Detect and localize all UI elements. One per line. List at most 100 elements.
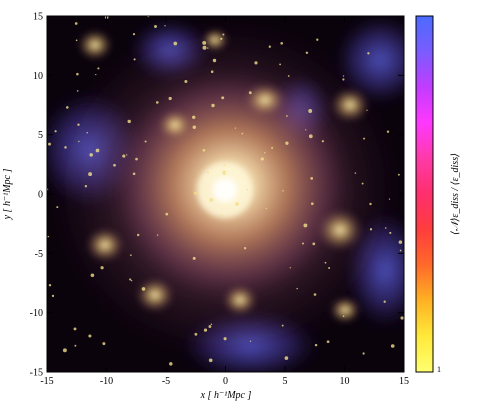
y-tick-label: 10 [33, 71, 43, 82]
speckle [310, 202, 314, 206]
speckle [126, 154, 128, 156]
speckle [192, 115, 196, 119]
simulation-map-image [47, 16, 404, 372]
speckle [296, 287, 298, 290]
speckle [221, 96, 225, 100]
y-tick-label: -5 [35, 249, 43, 260]
speckle [75, 39, 78, 42]
speckle [193, 191, 197, 195]
speckle [129, 278, 132, 281]
speckle [173, 41, 178, 46]
speckle [76, 72, 79, 76]
speckle [223, 337, 227, 341]
x-tick-label: 0 [223, 376, 228, 387]
speckle [132, 172, 136, 176]
speckle [384, 227, 387, 229]
speckle [203, 328, 208, 332]
colorbar [415, 15, 434, 373]
speckle [127, 119, 131, 124]
speckle [155, 101, 159, 104]
speckle [285, 141, 289, 145]
speckle [280, 42, 284, 45]
speckle [265, 207, 267, 210]
y-tick-label: 15 [33, 12, 43, 23]
speckle [289, 267, 291, 269]
speckle [249, 340, 252, 342]
speckle [102, 342, 106, 346]
speckle [388, 198, 391, 200]
speckle [202, 40, 207, 45]
speckle [223, 172, 226, 176]
speckle [308, 109, 313, 113]
y-tick-label: -10 [30, 308, 43, 319]
speckle [314, 343, 318, 347]
speckle [243, 247, 247, 250]
speckle [74, 344, 77, 347]
speckle [132, 33, 136, 36]
speckle [303, 223, 308, 228]
speckle [220, 37, 223, 40]
speckle [48, 283, 52, 287]
speckle [399, 249, 402, 252]
colorbar-label: ⟨𝒩⟩ε_diss / ⟨ε_diss⟩ [450, 153, 461, 235]
speckle [95, 74, 97, 76]
speckle [235, 202, 240, 206]
speckle [302, 242, 304, 245]
speckle [48, 142, 51, 146]
x-axis-label: x [ h⁻¹Mpc ] [200, 390, 252, 401]
speckle [211, 103, 215, 108]
speckle [362, 352, 365, 355]
x-axis-ticks: -15 -10 -5 0 5 10 15 [40, 16, 409, 387]
speckle [324, 261, 327, 264]
speckle [169, 362, 173, 366]
speckle [194, 332, 198, 336]
x-tick-label: -15 [40, 376, 53, 387]
speckle [212, 58, 217, 63]
speckle [264, 152, 266, 154]
speckle [122, 154, 126, 158]
speckle [141, 287, 146, 291]
speckle [268, 45, 271, 48]
speckle [207, 47, 209, 49]
y-axis-ticks: -15 -10 -5 0 5 10 15 [30, 12, 404, 379]
speckle [281, 324, 284, 327]
speckle [62, 348, 67, 353]
speckle [221, 214, 223, 217]
speckle [234, 127, 237, 129]
speckle [184, 79, 188, 84]
speckle [84, 185, 88, 188]
speckle [78, 140, 80, 143]
speckle [342, 78, 345, 81]
speckle [321, 140, 324, 143]
speckle [90, 273, 95, 278]
speckle [389, 231, 392, 234]
speckle [66, 106, 69, 109]
speckle [397, 173, 400, 176]
speckle [47, 235, 50, 238]
speckle [54, 130, 57, 133]
speckle [284, 356, 289, 360]
speckle [208, 358, 213, 363]
speckle [246, 188, 248, 191]
speckle [88, 334, 92, 338]
speckle [361, 182, 364, 185]
speckle [305, 129, 307, 131]
speckle [137, 233, 140, 237]
speckle [342, 315, 345, 318]
speckle [208, 325, 212, 328]
speckle [369, 228, 373, 231]
speckle [206, 171, 209, 174]
speckle [383, 300, 386, 303]
speckle [366, 109, 368, 111]
speckle [202, 45, 207, 50]
colorbar-bottom-tick: 1 [437, 365, 441, 374]
speckle [222, 33, 225, 36]
x-tick-label: -5 [162, 376, 170, 387]
speckle [287, 75, 290, 77]
speckle [260, 157, 264, 161]
speckle [192, 256, 196, 260]
speckle [88, 172, 93, 177]
x-tick-label: 5 [283, 376, 288, 387]
speckle [286, 115, 288, 117]
